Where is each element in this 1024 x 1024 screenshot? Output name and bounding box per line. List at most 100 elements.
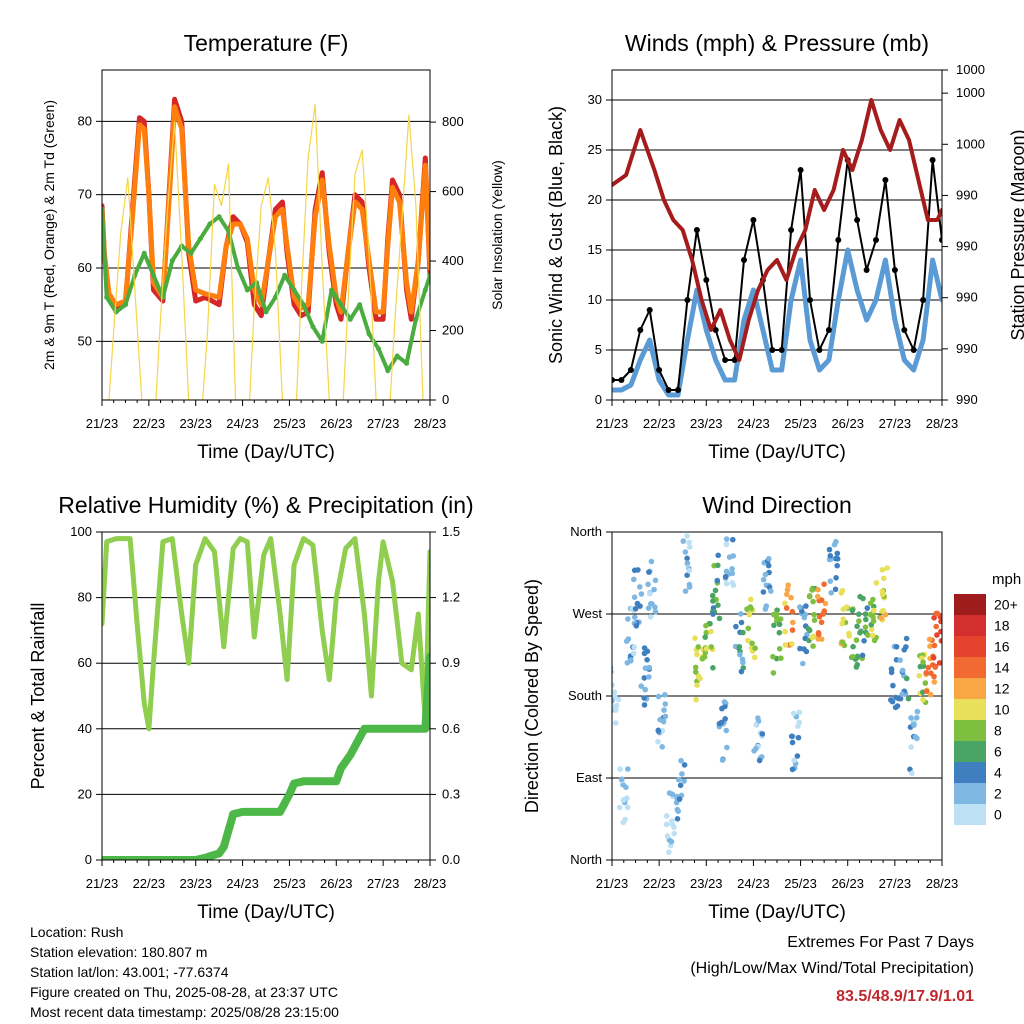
y-tick-label: 60 [78,655,92,670]
direction-point [620,797,627,803]
direction-point [854,661,860,668]
direction-point [857,593,863,600]
series-point-1 [731,357,738,363]
direction-point [686,584,693,590]
direction-point [931,615,937,621]
direction-point [856,611,862,617]
direction-point [729,566,735,572]
direction-point [890,682,896,689]
x-tick-label: 25/23 [273,416,306,431]
direction-point [652,577,659,584]
y-tick-label: 15 [588,242,602,257]
direction-point [623,638,630,644]
direction-point [778,655,784,661]
direction-point [911,721,917,728]
direction-point [694,682,700,688]
legend-swatch [954,699,986,720]
series-point-2 [226,228,231,234]
y-axis-label: Direction (Colored By Speed) [522,579,542,813]
series-point-1 [612,377,615,383]
series-point-2 [169,258,175,264]
direction-point [681,762,688,768]
series-point-1 [910,347,917,353]
direction-point [839,587,846,594]
x-tick-label: 22/23 [133,416,166,431]
direction-point [869,632,876,639]
series-point-1 [807,297,813,303]
extremes-subheading: (High/Low/Max Wind/Total Precipitation) [690,960,974,977]
series-point-2 [132,272,138,278]
direction-point [827,553,834,559]
direction-point [933,623,939,630]
direction-point [796,719,803,726]
chart-0: 21/23 22/23 23/23 24/23 25/23 26/23 27/23 28/23… [41,30,505,463]
series-point-1 [778,347,785,353]
plot-border [101,69,431,401]
direction-point [789,766,796,773]
series-point-1 [835,237,842,243]
direction-point [868,626,875,633]
series-point-1 [863,267,870,273]
direction-point [625,766,631,772]
y-tick-label: 70 [78,187,92,202]
series-point-2 [151,272,156,278]
y-tick-label: 40 [78,721,92,736]
direction-point [839,639,846,645]
x-tick-label: 24/23 [737,416,770,431]
series-point-2 [235,265,241,271]
direction-point [927,643,933,649]
direction-point [709,592,716,599]
direction-point [631,644,637,650]
direction-point [694,651,700,658]
direction-point [755,715,761,721]
direction-point [631,576,637,583]
direction-point [646,569,652,575]
direction-point [797,645,803,652]
direction-point [760,589,767,595]
series-point-1 [750,217,757,223]
y2-tick-label: 800 [442,114,464,129]
direction-point [748,596,754,603]
direction-point [668,838,675,845]
direction-point [701,654,708,660]
y2-axis-label: Solar Insolation (Yellow) [489,160,505,310]
series-point-1 [627,367,634,373]
y2-tick-label: 0.6 [442,721,460,736]
direction-point [794,753,801,759]
chart-title: Relative Humidity (%) & Precipitation (i… [58,492,473,518]
direction-point [682,549,689,555]
extremes-heading: Extremes For Past 7 Days [787,934,974,951]
legend-label: 20+ [994,597,1018,613]
legend-swatch [954,762,986,783]
direction-point [716,615,723,622]
direction-point [617,766,623,772]
series-point-1 [920,297,927,303]
series-line-2 [612,98,942,362]
y-tick-label: 100 [70,524,92,539]
direction-point [710,611,716,617]
direction-point [773,611,780,617]
footer-elevation: Station elevation: 180.807 m [30,944,208,960]
y2-axis-label: Station Pressure (Maroon) [1008,129,1024,340]
series-point-1 [684,297,691,303]
series-line-3 [102,104,430,400]
chart-title: Wind Direction [702,492,852,518]
direction-point [652,609,659,615]
legend-label: 4 [994,765,1002,781]
x-tick-label: 28/23 [926,416,959,431]
direction-point [645,581,651,588]
y2-tick-label: 0 [442,392,449,407]
series-point-2 [413,316,419,322]
direction-point [678,757,684,764]
series-point-1 [637,327,644,333]
direction-point [862,611,869,617]
series-point-2 [104,294,110,300]
direction-point [936,660,942,666]
direction-point [638,591,645,597]
series-point-1 [854,217,861,223]
x-tick-label: 22/23 [643,416,676,431]
direction-point [821,581,827,587]
direction-point [789,627,796,633]
legend-label: 2 [994,786,1002,802]
series-point-1 [797,167,804,173]
